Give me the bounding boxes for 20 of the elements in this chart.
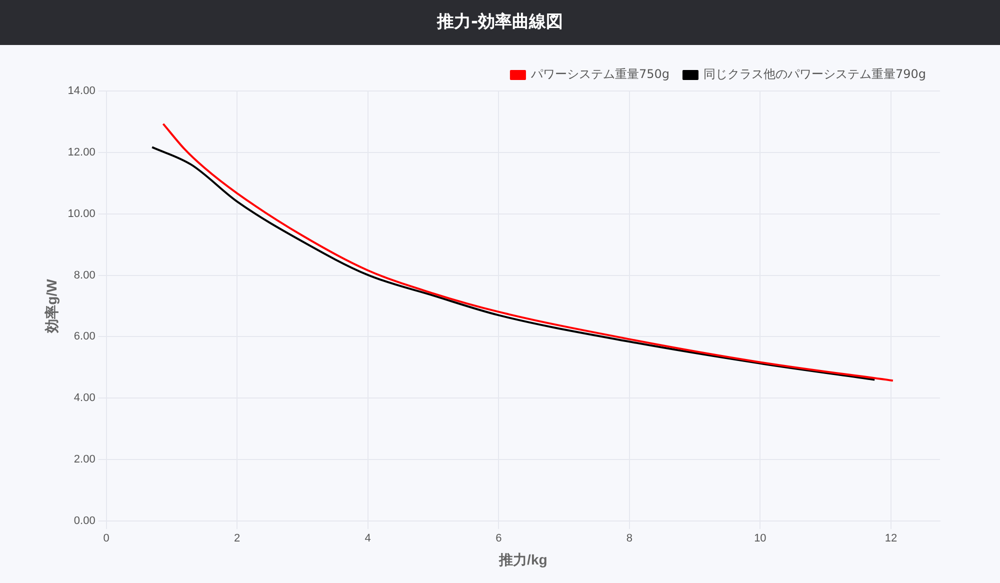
y-tick-label: 2.00 <box>74 454 96 466</box>
x-tick-label: 0 <box>103 532 110 545</box>
y-tick-label: 0.00 <box>74 515 96 528</box>
y-tick-label: 8.00 <box>74 269 96 282</box>
x-tick-label: 2 <box>234 532 240 545</box>
x-tick-label: 6 <box>496 532 502 545</box>
y-tick-label: 12.00 <box>68 146 96 158</box>
y-tick-label: 4.00 <box>74 392 96 404</box>
x-tick-label: 8 <box>626 532 632 545</box>
x-tick-label: 12 <box>884 532 898 545</box>
x-tick-label: 10 <box>754 532 766 545</box>
y-tick-label: 14.00 <box>68 85 96 98</box>
x-axis-title: 推力/kg <box>498 551 548 568</box>
y-tick-label: 6.00 <box>74 330 96 343</box>
y-axis-title: 効率g/W <box>43 278 60 334</box>
chart-title: 推力-効率曲線図 <box>0 0 1000 45</box>
legend-label: 同じクラス他のパワーシステム重量790g <box>703 67 926 82</box>
x-tick-label: 4 <box>364 532 371 545</box>
legend-label: パワーシステム重量750g <box>530 67 670 82</box>
y-tick-label: 10.00 <box>68 208 96 220</box>
